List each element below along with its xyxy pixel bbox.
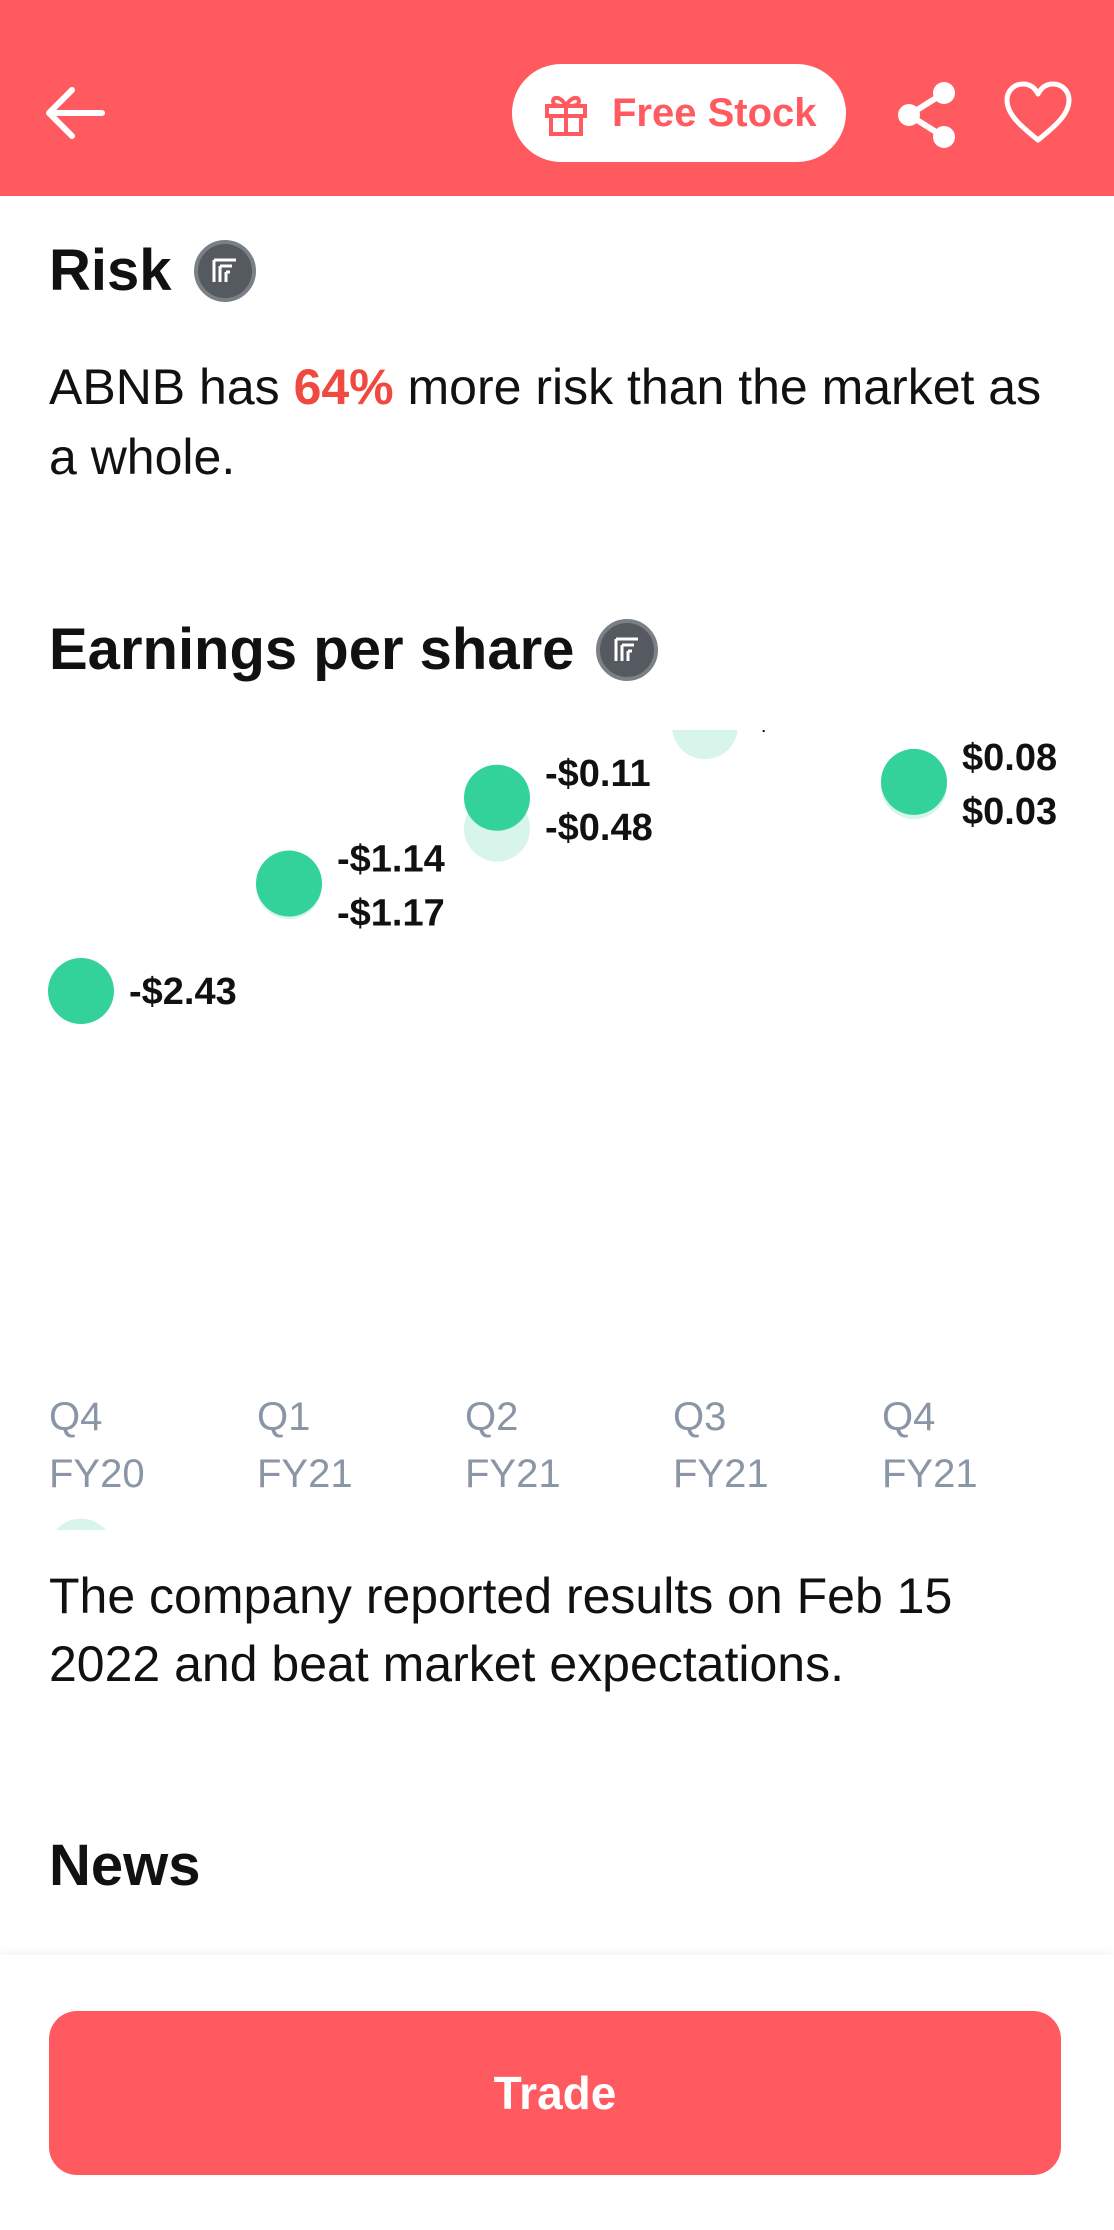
eps-actual-dot <box>48 958 114 1025</box>
eps-category-label: Q2 <box>465 1395 518 1439</box>
info-badge-icon <box>212 258 236 282</box>
risk-text-prefix: ABNB has <box>49 359 294 415</box>
eps-section-title: Earnings per share <box>49 616 659 683</box>
eps-value-label: -$2.43 <box>129 971 237 1013</box>
eps-report-text: The company reported results on Feb 15 2… <box>49 1568 953 1692</box>
eps-category-label: Q4 <box>882 1395 935 1439</box>
eps-actual-dot <box>464 764 530 831</box>
eps-value-label: -$1.17 <box>337 893 445 935</box>
risk-description: ABNB has 64% more risk than the market a… <box>49 352 1059 492</box>
share-icon <box>898 82 955 148</box>
gift-icon <box>545 95 587 136</box>
risk-text-suffix: more risk than the market as a whole. <box>49 359 1042 485</box>
eps-category-label: Q1 <box>257 1395 310 1439</box>
eps-value-label: -$0.11 <box>545 753 651 795</box>
eps-estimate-dot <box>56 1518 106 1530</box>
bottom-action-bar: Trade <box>0 1955 1114 2230</box>
free-stock-button[interactable]: Free Stock <box>512 64 846 162</box>
free-stock-label: Free Stock <box>612 90 817 135</box>
risk-title: Risk <box>49 238 172 303</box>
risk-info-button[interactable] <box>193 239 256 302</box>
eps-title: Earnings per share <box>49 617 575 682</box>
heart-outline-icon <box>1004 81 1072 143</box>
eps-category-label: FY20 <box>49 1452 145 1496</box>
eps-category-label: FY21 <box>673 1452 769 1496</box>
eps-category-label: Q3 <box>673 1395 726 1439</box>
info-badge-icon <box>614 637 639 661</box>
eps-category-label: Q4 <box>49 1395 102 1439</box>
eps-value-label: $0.75 <box>753 730 848 738</box>
eps-actual-dot <box>256 850 322 917</box>
eps-value-label: $0.03 <box>962 791 1057 833</box>
share-button[interactable] <box>892 80 962 150</box>
eps-info-button[interactable] <box>596 618 659 681</box>
favorite-button[interactable] <box>1002 80 1074 146</box>
eps-value-label: -$1.14 <box>337 839 445 881</box>
risk-section-title: Risk <box>49 237 256 304</box>
trade-button[interactable]: Trade <box>49 2011 1061 2175</box>
eps-value-label: $0.08 <box>962 737 1057 779</box>
eps-actual-dot <box>881 748 947 815</box>
eps-category-label: FY21 <box>257 1452 353 1496</box>
news-title: News <box>49 1833 201 1898</box>
eps-category-label: FY21 <box>465 1452 561 1496</box>
news-section-title: News <box>49 1832 201 1899</box>
eps-value-label: -$0.48 <box>545 807 653 849</box>
arrow-left-icon <box>46 87 105 139</box>
eps-category-label: FY21 <box>882 1452 978 1496</box>
risk-percent: 64% <box>293 359 394 415</box>
top-header: Free Stock <box>0 0 1114 196</box>
back-button[interactable] <box>40 78 110 148</box>
eps-estimate-dot <box>672 730 738 760</box>
eps-chart: -$2.43-$1.14-$1.17-$0.11-$0.48$1.22$0.75… <box>48 730 1057 1530</box>
